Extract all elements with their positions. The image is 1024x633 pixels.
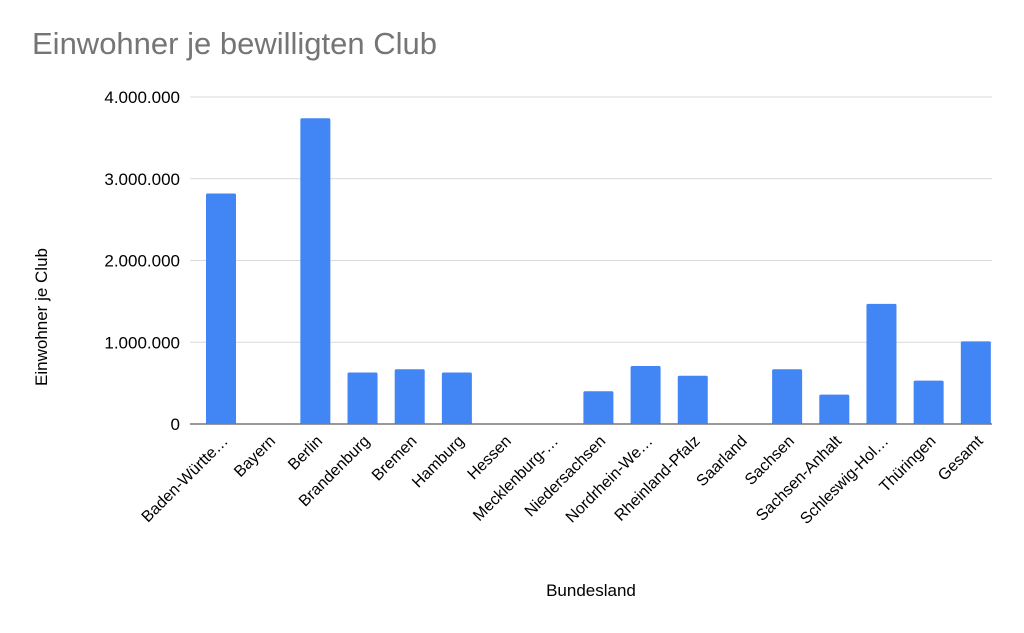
x-tick-label: Gesamt bbox=[935, 432, 987, 484]
bar bbox=[441, 372, 472, 424]
bar bbox=[583, 391, 614, 424]
x-tick-label: Schleswig-Hol… bbox=[797, 433, 892, 528]
bar bbox=[819, 394, 850, 424]
x-tick-label: Berlin bbox=[285, 433, 326, 474]
x-tick-labels: Baden-Württe… Bayern BerlinBrandenburgBrem… bbox=[139, 432, 987, 527]
y-axis-label: Einwohner je Club bbox=[32, 248, 51, 386]
y-tick-label: 1.000.000 bbox=[104, 333, 180, 352]
x-tick-label: Saarland bbox=[693, 433, 750, 490]
x-tick-label: Hamburg bbox=[409, 433, 468, 492]
y-tick-label: 3.000.000 bbox=[104, 170, 180, 189]
bar bbox=[206, 193, 236, 424]
bar bbox=[960, 341, 991, 424]
x-tick-label: Rheinland-Pfalz bbox=[612, 433, 704, 525]
bar bbox=[866, 303, 897, 424]
x-tick-label: Sachsen-Anhalt bbox=[753, 432, 845, 524]
bar bbox=[347, 372, 378, 424]
bar bbox=[913, 380, 944, 424]
x-tick-label: Mecklenburg-… bbox=[470, 433, 562, 525]
y-tick-label: 2.000.000 bbox=[104, 252, 180, 271]
x-tick-label: Nordrhein-We… bbox=[563, 433, 657, 527]
x-axis-label: Bundesland bbox=[546, 581, 636, 600]
bar bbox=[300, 118, 331, 424]
bar bbox=[394, 369, 425, 424]
bars bbox=[206, 118, 991, 424]
x-tick-label: Niedersachsen bbox=[522, 433, 609, 520]
y-tick-labels: 0 1.000.000 2.000.000 3.000.000 4.000.000 bbox=[104, 88, 180, 434]
y-tick-label: 4.000.000 bbox=[104, 88, 180, 107]
chart-title: Einwohner je bewilligten Club bbox=[32, 26, 437, 61]
bar bbox=[772, 369, 803, 424]
bar bbox=[630, 365, 661, 424]
y-tick-label: 0 bbox=[171, 415, 180, 434]
x-tick-label: Bayern bbox=[231, 433, 279, 481]
bar bbox=[677, 375, 708, 424]
x-tick-label: Baden-Württe… bbox=[139, 433, 232, 526]
